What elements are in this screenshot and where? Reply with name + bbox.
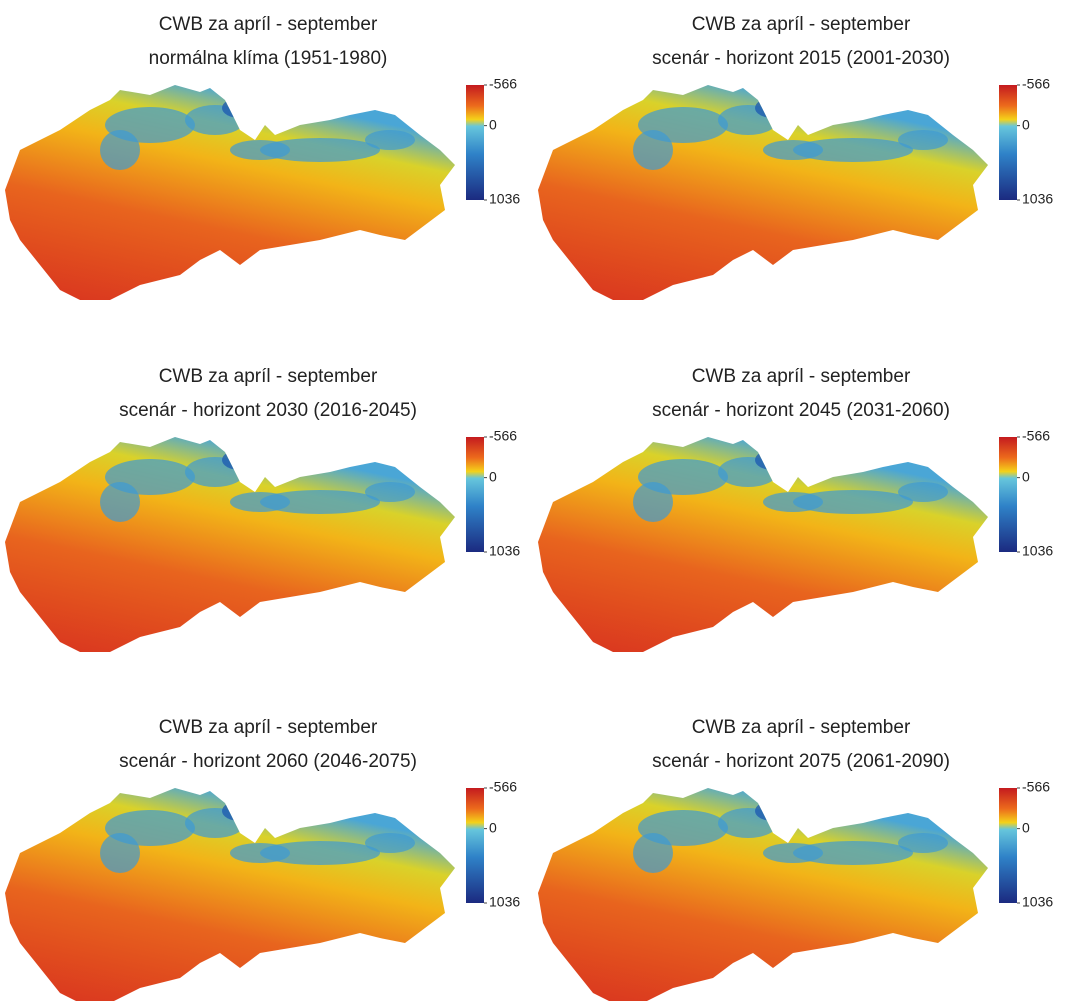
colorbar-label: -566 bbox=[489, 76, 517, 92]
panel-title: scenár - horizont 2030 (2016-2045) bbox=[119, 400, 417, 421]
mountain-area bbox=[755, 450, 791, 470]
mountain-area bbox=[793, 490, 913, 514]
map-panel: CWB za apríl - september scenár - horizon… bbox=[5, 717, 520, 1001]
colorbar-label: 0 bbox=[1022, 116, 1030, 132]
colorbar: -566 0 1036 bbox=[999, 428, 1053, 559]
mountain-area bbox=[260, 841, 380, 865]
map bbox=[5, 437, 455, 652]
mountain-area bbox=[100, 482, 140, 522]
colorbar-ramp bbox=[999, 437, 1017, 552]
map-panel: CWB za apríl - september scenár - horizon… bbox=[538, 366, 1053, 652]
colorbar: -566 0 1036 bbox=[466, 779, 520, 910]
colorbar-label: 1036 bbox=[489, 191, 520, 207]
map bbox=[538, 85, 988, 300]
colorbar-label: -566 bbox=[489, 428, 517, 444]
mountain-area bbox=[185, 808, 245, 838]
mountain-area bbox=[365, 482, 415, 502]
colorbar-label: 1036 bbox=[489, 894, 520, 910]
colorbar: -566 0 1036 bbox=[466, 428, 520, 559]
mountain-area bbox=[718, 105, 778, 135]
colorbar-label: 0 bbox=[489, 819, 497, 835]
map bbox=[538, 788, 988, 1001]
mountain-area bbox=[755, 98, 791, 118]
panel-title: CWB za apríl - september bbox=[159, 366, 378, 387]
map-panel: CWB za apríl - september scenár - horizon… bbox=[538, 717, 1053, 1001]
mountain-area bbox=[898, 482, 948, 502]
colorbar-ramp bbox=[999, 85, 1017, 200]
mountain-area bbox=[633, 482, 673, 522]
panel-title: scenár - horizont 2060 (2046-2075) bbox=[119, 751, 417, 772]
colorbar-label: -566 bbox=[1022, 76, 1050, 92]
colorbar-ramp bbox=[466, 437, 484, 552]
mountain-area bbox=[898, 833, 948, 853]
mountain-area bbox=[365, 130, 415, 150]
panel-title: CWB za apríl - september bbox=[692, 717, 911, 738]
mountain-area bbox=[793, 138, 913, 162]
page: {"panels": [ {"title": ["CWB za apríl - … bbox=[0, 0, 1066, 1001]
mountain-area bbox=[898, 130, 948, 150]
mountain-area bbox=[718, 808, 778, 838]
map bbox=[5, 788, 455, 1001]
panel-title: scenár - horizont 2075 (2061-2090) bbox=[652, 751, 950, 772]
colorbar-label: 0 bbox=[1022, 819, 1030, 835]
panel-title: scenár - horizont 2015 (2001-2030) bbox=[652, 48, 950, 69]
mountain-area bbox=[755, 801, 791, 821]
colorbar: -566 0 1036 bbox=[999, 779, 1053, 910]
colorbar: -566 0 1036 bbox=[466, 76, 520, 207]
colorbar-ramp bbox=[466, 788, 484, 903]
map-panel: CWB za apríl - september scenár - horizon… bbox=[5, 366, 520, 652]
panel-title: CWB za apríl - september bbox=[692, 366, 911, 387]
mountain-area bbox=[100, 833, 140, 873]
panel-title: CWB za apríl - september bbox=[159, 14, 378, 35]
colorbar-label: 1036 bbox=[1022, 543, 1053, 559]
figure: CWB za apríl - september normálna klíma (… bbox=[0, 0, 1066, 1001]
panel-title: CWB za apríl - september bbox=[692, 14, 911, 35]
map-panel: CWB za apríl - september normálna klíma (… bbox=[5, 14, 520, 300]
mountain-area bbox=[718, 457, 778, 487]
colorbar-ramp bbox=[999, 788, 1017, 903]
colorbar-label: 0 bbox=[489, 116, 497, 132]
mountain-area bbox=[185, 457, 245, 487]
colorbar-label: 1036 bbox=[1022, 191, 1053, 207]
colorbar: -566 0 1036 bbox=[999, 76, 1053, 207]
mountain-area bbox=[365, 833, 415, 853]
colorbar-label: -566 bbox=[1022, 779, 1050, 795]
colorbar-label: 0 bbox=[1022, 468, 1030, 484]
panel-title: scenár - horizont 2045 (2031-2060) bbox=[652, 400, 950, 421]
mountain-area bbox=[222, 98, 258, 118]
colorbar-label: 1036 bbox=[1022, 894, 1053, 910]
mountain-area bbox=[100, 130, 140, 170]
map bbox=[538, 437, 988, 652]
mountain-area bbox=[633, 130, 673, 170]
colorbar-label: 1036 bbox=[489, 543, 520, 559]
colorbar-label: -566 bbox=[489, 779, 517, 795]
mountain-area bbox=[222, 450, 258, 470]
mountain-area bbox=[222, 801, 258, 821]
mountain-area bbox=[260, 490, 380, 514]
mountain-area bbox=[185, 105, 245, 135]
colorbar-ramp bbox=[466, 85, 484, 200]
panel-title: CWB za apríl - september bbox=[159, 717, 378, 738]
mountain-area bbox=[260, 138, 380, 162]
mountain-area bbox=[633, 833, 673, 873]
colorbar-label: 0 bbox=[489, 468, 497, 484]
map bbox=[5, 85, 455, 300]
mountain-area bbox=[793, 841, 913, 865]
panel-title: normálna klíma (1951-1980) bbox=[149, 48, 388, 69]
colorbar-label: -566 bbox=[1022, 428, 1050, 444]
map-panel: CWB za apríl - september scenár - horizon… bbox=[538, 14, 1053, 300]
